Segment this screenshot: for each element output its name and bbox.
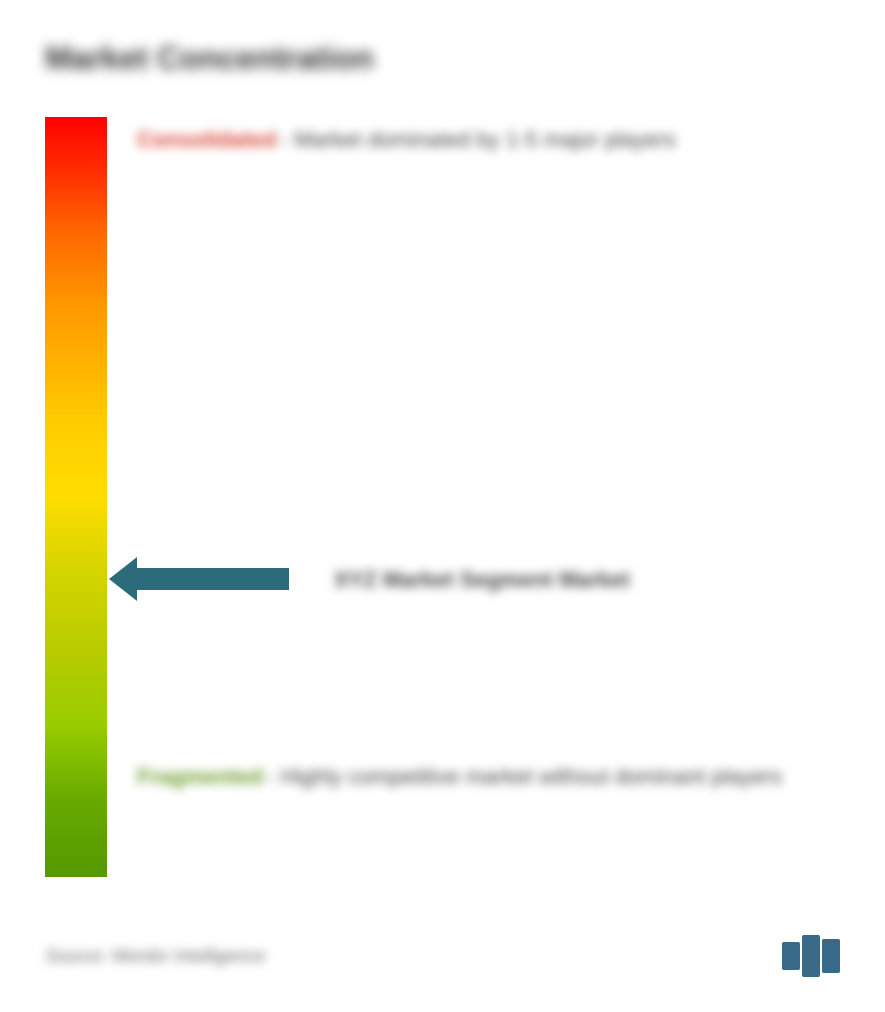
fragmented-row: Fragmented - Highly competitive market w… bbox=[137, 757, 782, 797]
arrow-icon bbox=[109, 557, 289, 601]
page-title: Market Concentration bbox=[45, 40, 840, 77]
footer: Source: Mordor Intelligence bbox=[45, 935, 840, 977]
arrow-label: XYZ Market Segment Market bbox=[334, 563, 630, 596]
content-area: Consolidated - Market dominated by 1-5 m… bbox=[45, 117, 840, 877]
logo-icon bbox=[782, 935, 840, 977]
consolidated-description: - Market dominated by 1-5 major players bbox=[281, 127, 676, 152]
concentration-gradient-bar bbox=[45, 117, 107, 877]
consolidated-row: Consolidated - Market dominated by 1-5 m… bbox=[137, 122, 840, 157]
source-text: Source: Mordor Intelligence bbox=[45, 946, 265, 967]
arrow-section: XYZ Market Segment Market bbox=[109, 557, 630, 601]
text-area: Consolidated - Market dominated by 1-5 m… bbox=[137, 117, 840, 877]
fragmented-label: Fragmented bbox=[137, 764, 263, 789]
fragmented-description: - Highly competitive market without domi… bbox=[267, 764, 782, 789]
consolidated-label: Consolidated bbox=[137, 127, 276, 152]
